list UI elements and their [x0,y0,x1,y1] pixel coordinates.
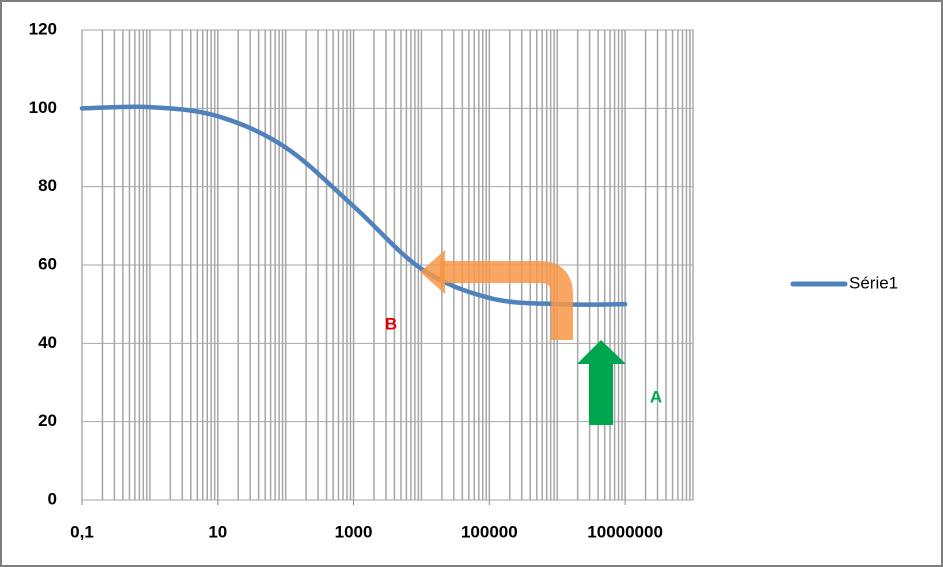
green-arrow-head [577,340,626,364]
annotation: A [650,387,662,406]
grid: 0 20 40 60 80 100 120 0,1 10 1000 100000 10000000 [29,19,694,541]
y-tick-label: 120 [29,19,57,38]
annotation: B [385,314,397,333]
line-series [79,104,628,307]
orange-arrow-head [420,250,445,294]
y-tick-label: 40 [38,333,57,352]
x-tick-label: 1000 [335,522,373,541]
x-tick-label: 10000000 [587,522,663,541]
green-arrow-body [589,364,613,425]
y-tick-label: 0 [48,489,57,508]
legend-label: Série1 [849,273,898,292]
y-tick-label: 80 [38,176,57,195]
y-tick-label: 60 [38,254,57,273]
x-tick-label: 10 [208,522,227,541]
y-tick-label: 20 [38,411,57,430]
orange-arrow-body [440,261,573,340]
y-tick-label: 100 [29,98,57,117]
x-tick-label: 0,1 [70,522,94,541]
marks [79,104,628,307]
x-tick-label: 100000 [461,522,518,541]
